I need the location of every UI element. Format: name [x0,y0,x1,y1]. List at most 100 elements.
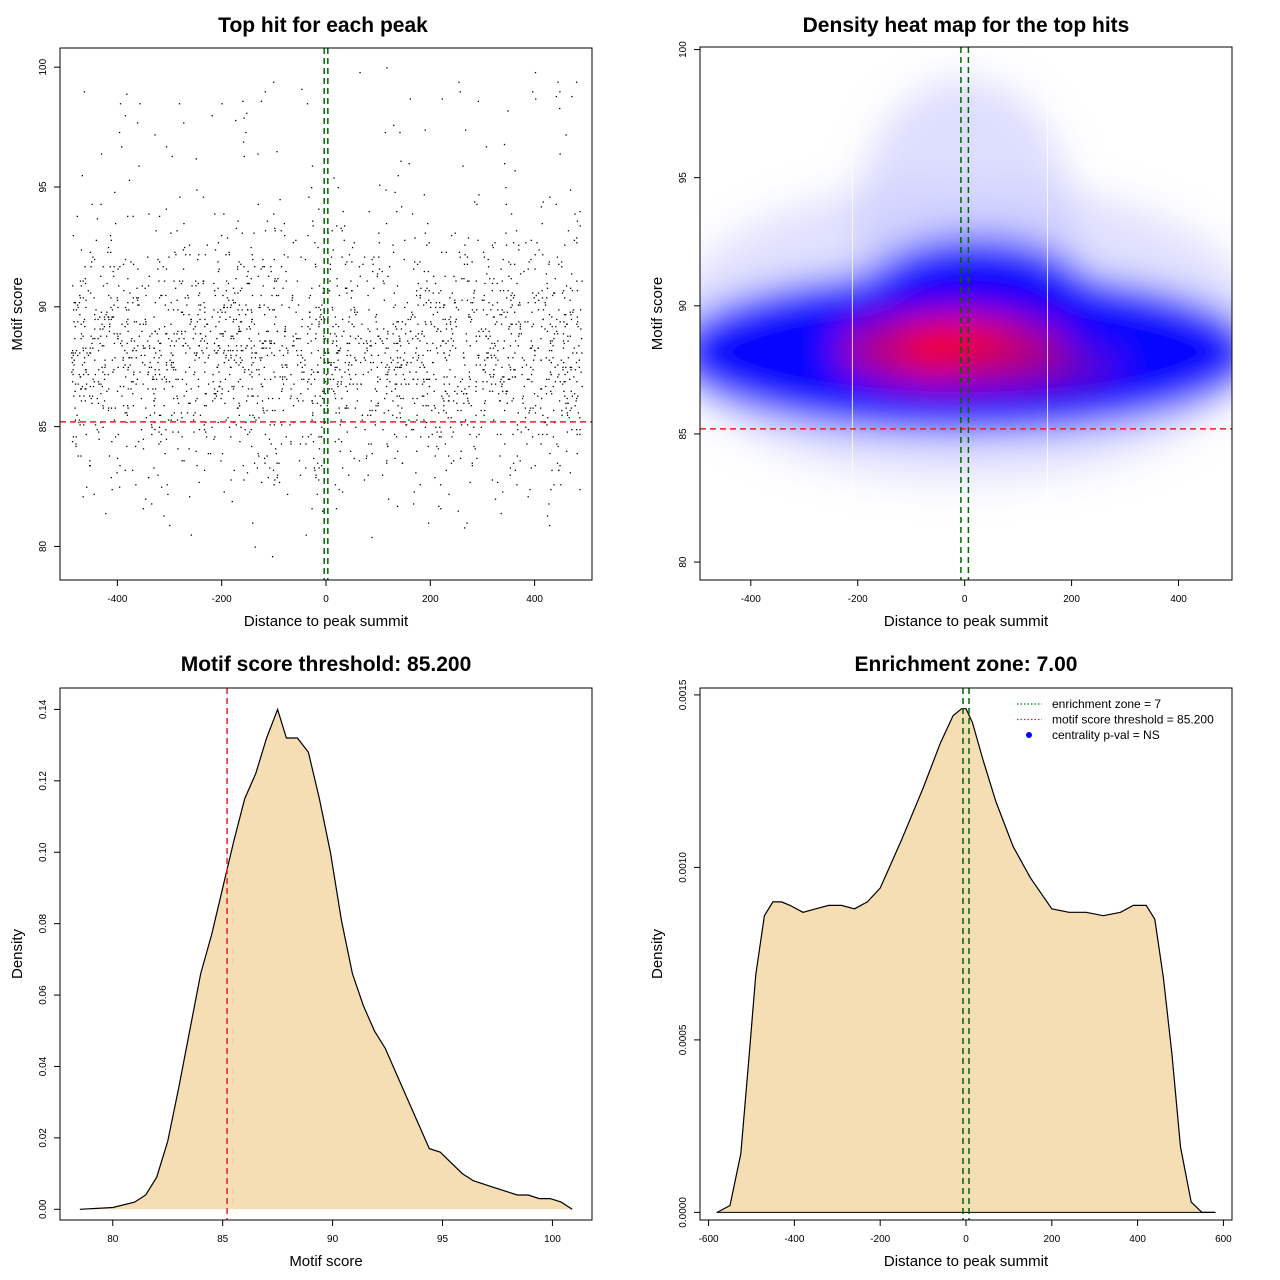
data-point [440,508,442,510]
data-point [80,455,82,457]
data-point [119,464,121,467]
data-point [185,383,188,385]
data-point [519,325,521,328]
data-point [121,323,123,325]
data-point [463,357,465,359]
data-point [172,354,174,357]
data-point [155,378,158,381]
data-point [486,381,488,383]
data-point [310,340,312,342]
data-point [248,337,250,340]
data-point [447,340,449,342]
data-point [100,153,103,155]
data-point [569,287,572,289]
data-point [386,67,388,69]
data-point [281,364,283,366]
data-point [74,302,77,304]
data-point [130,340,133,342]
data-point [491,290,493,292]
data-point [341,335,343,337]
data-point [417,323,419,325]
data-point [399,366,401,369]
data-point [246,275,248,277]
data-point [213,282,215,285]
data-point [124,412,126,414]
data-point [523,385,525,388]
data-point [350,378,352,381]
data-point [571,429,573,431]
data-point [313,378,316,381]
data-point [196,189,198,191]
data-point [311,419,313,421]
data-point [80,337,82,340]
data-point [532,323,535,325]
data-point [537,309,540,311]
data-point [379,337,381,340]
data-point [219,309,222,311]
data-point [264,433,267,436]
data-point [503,340,506,342]
data-point [398,335,400,337]
data-point [368,443,370,445]
data-point [72,285,74,287]
data-point [501,280,503,282]
data-point [471,309,474,311]
data-point [344,287,347,289]
data-point [449,426,452,428]
data-point [89,464,91,467]
data-point [385,366,387,369]
data-point [317,462,319,464]
data-point [403,359,405,361]
data-point [392,251,395,253]
data-point [428,436,430,438]
data-point [448,354,450,357]
data-point [84,325,86,328]
data-point [117,335,119,337]
data-point [127,366,129,369]
data-point [83,91,86,93]
data-point [353,457,355,460]
data-point [448,383,451,385]
data-point [113,266,115,268]
data-point [113,419,116,421]
x-axis-label: Motif score [289,1253,362,1270]
data-point [343,239,345,242]
data-point [227,390,230,392]
data-point [141,330,143,333]
data-point [519,328,521,330]
data-point [394,304,396,306]
data-point [95,239,98,242]
data-point [440,290,442,292]
data-point [345,407,347,409]
data-point [160,486,163,488]
data-point [493,316,495,318]
data-point [84,266,86,268]
data-point [142,383,144,385]
data-point [481,299,483,301]
data-point [173,309,175,311]
data-point [348,316,351,318]
data-point [84,282,87,285]
data-point [408,419,410,421]
data-point [478,433,480,436]
data-point [316,493,318,496]
data-point [223,306,225,309]
data-point [527,429,530,431]
data-point [487,337,489,340]
data-point [249,328,251,330]
data-point [565,407,567,409]
data-point [381,270,383,273]
data-point [321,397,324,400]
data-point [185,390,188,392]
data-point [251,294,254,297]
data-point [232,335,234,337]
data-point [122,357,124,359]
data-point [487,266,490,268]
data-point [178,280,181,282]
data-point [419,294,421,297]
data-point [104,364,106,366]
data-point [181,436,183,438]
data-point [135,357,137,359]
data-point [74,337,76,340]
data-point [267,330,269,333]
